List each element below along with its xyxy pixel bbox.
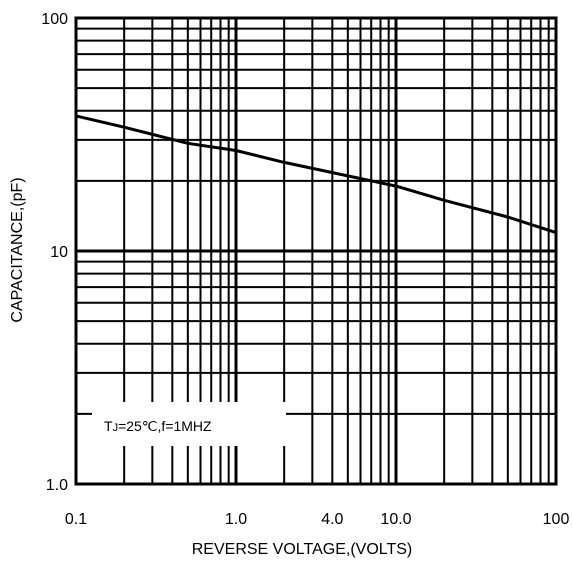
y-tick-label: 1.0 [46,477,68,494]
annotation: TJ=25℃,f=1MHZ [92,402,286,446]
grid [74,16,558,486]
x-tick-label: 100 [543,511,570,528]
x-tick-label: 0.1 [65,511,87,528]
annotation-text: TJ=25℃,f=1MHZ [104,418,212,434]
annotation-prefix: T [104,418,113,434]
capacitance-curve [75,114,557,235]
x-tick-label: 4.0 [321,511,343,528]
x-tick-label: 1.0 [225,511,247,528]
annotation-suffix: =25℃,f=1MHZ [118,418,212,434]
tick-labels: 0.1 1.0 4.0 10.0 100 1.0 10 100 [41,11,569,528]
x-axis-label: REVERSE VOLTAGE,(VOLTS) [192,541,413,558]
plot-frame [74,16,558,486]
x-tick-label: 10.0 [380,511,411,528]
annotation-subscript: J [113,422,119,434]
y-axis-label: CAPACITANCE,(pF) [9,177,26,322]
annotation-box [92,402,286,446]
y-tick-label: 10 [50,244,68,261]
y-tick-label: 100 [41,11,68,28]
series-layer [75,114,557,235]
